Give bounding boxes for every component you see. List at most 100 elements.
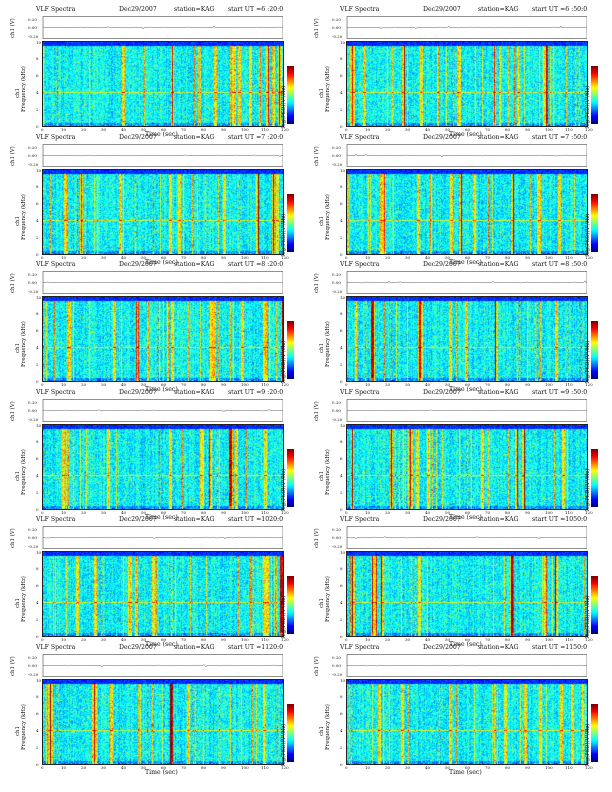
frequency-tick-label: 10 <box>340 549 346 555</box>
colorbar <box>591 704 598 762</box>
time-tick-label: 110 <box>261 765 269 770</box>
frequency-axis-label: Frequency (kHz) <box>21 66 27 112</box>
time-tick-label: 50 <box>445 127 451 132</box>
frequency-tick-label: 10 <box>36 549 42 555</box>
time-tick-label: 20 <box>385 637 391 642</box>
waveform-axis-label: ch1 (V) <box>10 528 16 548</box>
waveform-strip <box>42 16 283 39</box>
frequency-tick-label: 10 <box>36 294 42 300</box>
time-axis-label: Time (sec) <box>145 259 178 266</box>
frequency-tick-label: 2 <box>36 234 39 240</box>
frequency-tick-label: 10 <box>36 677 42 683</box>
time-tick-label: 0 <box>41 382 44 387</box>
frequency-axis-label: Frequency (kHz) <box>21 576 27 622</box>
spectrogram-panel: VLF Spectra Dec29/2007 station=KAG start UT… <box>8 516 300 648</box>
time-tick-label: 30 <box>101 637 107 642</box>
waveform-strip <box>346 271 587 294</box>
waveform-tick-label: 0.00 <box>28 25 37 30</box>
waveform-tick-label: 0.20 <box>28 272 37 277</box>
time-tick-label: 10 <box>365 382 371 387</box>
time-tick-label: 50 <box>141 255 147 260</box>
waveform-tick-label: -0.20 <box>332 417 343 422</box>
time-tick-label: 70 <box>181 510 187 515</box>
frequency-tick-label: 8 <box>340 56 343 62</box>
waveform-strip <box>42 654 283 677</box>
waveform-tick-label: -0.20 <box>332 289 343 294</box>
frequency-tick-label: 0 <box>36 633 39 639</box>
time-tick-label: 80 <box>505 382 511 387</box>
frequency-tick-label: 0 <box>36 761 39 767</box>
frequency-tick-label: 4 <box>36 89 39 95</box>
frequency-tick-label: 4 <box>36 217 39 223</box>
frequency-axis-label: Frequency (kHz) <box>21 194 27 240</box>
time-axis-label: Time (sec) <box>145 514 178 521</box>
waveform-tick-label: -0.20 <box>28 34 39 39</box>
frequency-tick-label: 10 <box>36 422 42 428</box>
time-tick-label: 100 <box>545 127 553 132</box>
frequency-tick-label: 2 <box>340 234 343 240</box>
panel-station: station=KAG <box>174 516 215 523</box>
time-tick-label: 80 <box>505 765 511 770</box>
panel-station: station=KAG <box>174 134 215 141</box>
time-tick-label: 110 <box>565 382 573 387</box>
time-tick-label: 0 <box>41 765 44 770</box>
time-tick-label: 0 <box>345 127 348 132</box>
time-tick-label: 110 <box>565 510 573 515</box>
time-tick-label: 120 <box>585 255 593 260</box>
colorbar-label: log(PSD)(V²/Hz) <box>281 85 287 128</box>
frequency-tick-label: 4 <box>36 344 39 350</box>
waveform-axis-label: ch1 (V) <box>314 18 320 38</box>
frequency-tick-label: 8 <box>340 311 343 317</box>
time-tick-label: 20 <box>81 255 87 260</box>
spectrogram-panel: VLF Spectra Dec29/2007 station=KAG start UT… <box>8 6 300 138</box>
time-tick-label: 70 <box>181 382 187 387</box>
waveform-tick-label: 0.00 <box>28 408 37 413</box>
time-tick-label: 30 <box>405 255 411 260</box>
time-tick-label: 80 <box>201 510 207 515</box>
time-tick-label: 100 <box>545 255 553 260</box>
colorbar <box>591 576 598 634</box>
spectrogram-panel: VLF Spectra Dec29/2007 station=KAG start UT… <box>312 6 604 138</box>
spectrogram-panel: VLF Spectra Dec29/2007 station=KAG start UT… <box>8 134 300 266</box>
time-tick-label: 20 <box>385 382 391 387</box>
time-tick-label: 20 <box>81 637 87 642</box>
time-tick-label: 120 <box>281 637 289 642</box>
waveform-strip <box>42 526 283 549</box>
time-tick-label: 90 <box>525 382 531 387</box>
frequency-tick-label: 4 <box>36 472 39 478</box>
spectrogram-image <box>346 551 588 637</box>
colorbar-label: log(PSD)(V²/Hz) <box>585 85 591 128</box>
waveform-tick-label: 0.00 <box>332 280 341 285</box>
frequency-tick-label: 0 <box>340 123 343 129</box>
time-tick-label: 120 <box>585 765 593 770</box>
colorbar-label: log(PSD)(V²/Hz) <box>585 468 591 511</box>
time-tick-label: 90 <box>525 255 531 260</box>
time-tick-label: 40 <box>425 765 431 770</box>
frequency-tick-label: 6 <box>340 583 343 589</box>
frequency-tick-label: 10 <box>36 39 42 45</box>
time-tick-label: 80 <box>201 127 207 132</box>
time-tick-label: 50 <box>445 637 451 642</box>
time-tick-label: 110 <box>565 637 573 642</box>
waveform-tick-label: -0.20 <box>332 544 343 549</box>
time-tick-label: 90 <box>221 127 227 132</box>
time-tick-label: 10 <box>61 127 67 132</box>
time-tick-label: 70 <box>485 127 491 132</box>
frequency-axis-label: Frequency (kHz) <box>325 704 331 750</box>
time-tick-label: 120 <box>585 127 593 132</box>
time-tick-label: 100 <box>241 382 249 387</box>
colorbar <box>591 321 598 379</box>
time-tick-label: 100 <box>241 510 249 515</box>
time-tick-label: 80 <box>201 255 207 260</box>
panel-date: Dec29/2007 <box>423 389 461 396</box>
time-tick-label: 70 <box>485 510 491 515</box>
waveform-tick-label: -0.20 <box>332 162 343 167</box>
panel-date: Dec29/2007 <box>119 134 157 141</box>
time-tick-label: 80 <box>201 637 207 642</box>
time-tick-label: 40 <box>121 127 127 132</box>
time-tick-label: 100 <box>545 765 553 770</box>
time-tick-label: 50 <box>141 510 147 515</box>
panel-title: VLF Spectra <box>340 644 380 651</box>
spectrogram-image <box>346 679 588 765</box>
panel-title: VLF Spectra <box>36 516 76 523</box>
